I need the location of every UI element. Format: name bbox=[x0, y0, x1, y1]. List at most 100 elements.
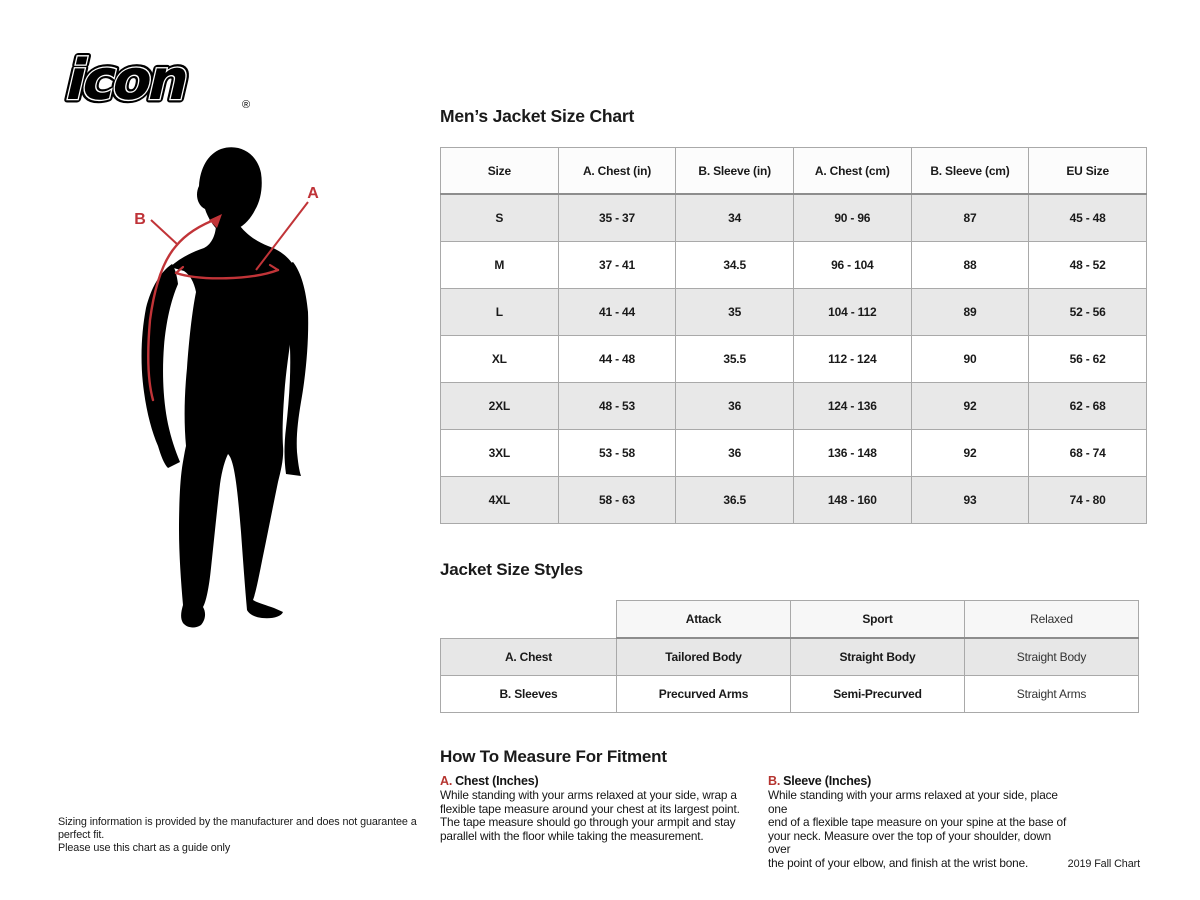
size-chart-table: Size A. Chest (in) B. Sleeve (in) A. Chest … bbox=[440, 147, 1147, 524]
measurement-value-cell: 87 bbox=[910, 193, 1030, 242]
measurement-value-cell: 90 bbox=[910, 335, 1030, 383]
measurement-value-cell: 112 - 124 bbox=[792, 335, 912, 383]
size-chart-row: S 35 - 37 34 90 - 96 87 45 - 48 bbox=[440, 193, 1147, 242]
measurement-value-cell: 92 bbox=[910, 429, 1030, 477]
styles-value-cell: Semi-Precurved bbox=[790, 675, 965, 713]
size-label-cell: L bbox=[440, 288, 559, 336]
styles-value-cell: Precurved Arms bbox=[616, 675, 791, 713]
sleeve-arrowhead bbox=[209, 214, 222, 228]
measurement-value-cell: 89 bbox=[910, 288, 1030, 336]
measure-sleeve-heading-text: Sleeve (Inches) bbox=[783, 774, 872, 788]
size-chart-column-header: B. Sleeve (cm) bbox=[910, 147, 1030, 195]
size-chart-title: Men’s Jacket Size Chart bbox=[440, 106, 635, 126]
measure-sleeve-heading: B. Sleeve (Inches) bbox=[768, 774, 1073, 788]
label-b-leader-line bbox=[150, 219, 178, 245]
measurement-value-cell: 136 - 148 bbox=[792, 429, 912, 477]
measure-section-sleeve: B. Sleeve (Inches) While standing with yo… bbox=[768, 774, 1073, 871]
chest-measure-line bbox=[174, 268, 280, 280]
styles-column-header: Attack bbox=[616, 600, 791, 639]
measurement-value-cell: 35.5 bbox=[675, 335, 794, 383]
measurement-value-cell: 48 - 53 bbox=[557, 382, 677, 430]
chart-edition-label: 2019 Fall Chart bbox=[1067, 858, 1140, 870]
styles-chart-title: Jacket Size Styles bbox=[440, 560, 583, 579]
size-label-cell: M bbox=[440, 241, 559, 289]
measure-chest-heading: A. Chest (Inches) bbox=[440, 774, 745, 788]
measurement-value-cell: 93 bbox=[910, 476, 1030, 524]
size-chart-header-row: Size A. Chest (in) B. Sleeve (in) A. Chest … bbox=[440, 147, 1147, 195]
size-chart-row: L 41 - 44 35 104 - 112 89 52 - 56 bbox=[440, 288, 1147, 336]
size-label-cell: XL bbox=[440, 335, 559, 383]
measurement-value-cell: 53 - 58 bbox=[557, 429, 677, 477]
measurement-value-cell: 36 bbox=[675, 382, 794, 430]
sizing-disclaimer: Sizing information is provided by the ma… bbox=[58, 816, 417, 854]
measurement-value-cell: 68 - 74 bbox=[1028, 429, 1147, 477]
measurement-value-cell: 90 - 96 bbox=[792, 193, 912, 242]
size-chart-column-header: EU Size bbox=[1028, 147, 1147, 195]
size-chart-column-header: B. Sleeve (in) bbox=[675, 147, 794, 195]
size-chart-row: XL 44 - 48 35.5 112 - 124 90 56 - 62 bbox=[440, 335, 1147, 383]
styles-chart-header-row: Attack Sport Relaxed bbox=[441, 600, 1139, 639]
size-chart-column-header: A. Chest (cm) bbox=[792, 147, 912, 195]
styles-value-cell: Straight Arms bbox=[964, 675, 1139, 713]
measure-chest-body: While standing with your arms relaxed at… bbox=[440, 788, 740, 843]
measurement-value-cell: 36 bbox=[675, 429, 794, 477]
styles-value-cell: Tailored Body bbox=[616, 637, 791, 676]
measure-sleeve-body: While standing with your arms relaxed at… bbox=[768, 788, 1067, 870]
size-chart-column-header: Size bbox=[440, 147, 559, 195]
registered-mark: ® bbox=[242, 99, 250, 111]
size-chart-column-header: A. Chest (in) bbox=[557, 147, 677, 195]
icon-brand-logo: icon icon ® bbox=[56, 52, 250, 114]
measurement-value-cell: 58 - 63 bbox=[557, 476, 677, 524]
measure-sleeve-letter: B. bbox=[768, 774, 781, 788]
measurement-value-cell: 44 - 48 bbox=[557, 335, 677, 383]
styles-chart-row: B. Sleeves Precurved Arms Semi-Precurved St… bbox=[440, 675, 1139, 713]
styles-column-header: Sport bbox=[790, 600, 965, 639]
styles-value-cell: Straight Body bbox=[964, 637, 1139, 676]
label-b: B bbox=[134, 211, 146, 228]
silhouette-body bbox=[170, 224, 297, 628]
measure-chest-heading-text: Chest (Inches) bbox=[455, 774, 539, 788]
measurement-value-cell: 34 bbox=[675, 193, 794, 242]
size-label-cell: S bbox=[440, 193, 559, 242]
measurement-value-cell: 74 - 80 bbox=[1028, 476, 1147, 524]
silhouette-head bbox=[197, 147, 262, 231]
chest-line-left-tick bbox=[174, 265, 185, 275]
size-chart-row: M 37 - 41 34.5 96 - 104 88 48 - 52 bbox=[440, 241, 1147, 289]
chest-line-right-tick bbox=[268, 263, 280, 272]
measurement-value-cell: 148 - 160 bbox=[792, 476, 912, 524]
measurement-value-cell: 88 bbox=[910, 241, 1030, 289]
sleeve-measure-line bbox=[147, 216, 221, 402]
measure-chest-letter: A. bbox=[440, 774, 453, 788]
measurement-value-cell: 56 - 62 bbox=[1028, 335, 1147, 383]
logo-outline: icon bbox=[60, 52, 194, 113]
measurement-value-cell: 45 - 48 bbox=[1028, 193, 1147, 242]
measurement-value-cell: 62 - 68 bbox=[1028, 382, 1147, 430]
styles-chart-body: A. Chest Tailored Body Straight Body Straig… bbox=[440, 637, 1139, 713]
measurement-value-cell: 52 - 56 bbox=[1028, 288, 1147, 336]
styles-chart-row: A. Chest Tailored Body Straight Body Straig… bbox=[440, 637, 1139, 676]
size-chart-row: 2XL 48 - 53 36 124 - 136 92 62 - 68 bbox=[440, 382, 1147, 430]
styles-value-cell: Straight Body bbox=[790, 637, 965, 676]
measure-section-chest: A. Chest (Inches) While standing with you… bbox=[440, 774, 745, 843]
measurement-value-cell: 48 - 52 bbox=[1028, 241, 1147, 289]
logo-text: icon bbox=[60, 52, 194, 113]
size-label-cell: 3XL bbox=[440, 429, 559, 477]
label-a-leader-line bbox=[255, 201, 309, 271]
measurement-value-cell: 41 - 44 bbox=[557, 288, 677, 336]
measurement-value-cell: 35 - 37 bbox=[557, 193, 677, 242]
measurement-value-cell: 37 - 41 bbox=[557, 241, 677, 289]
size-chart-row: 4XL 58 - 63 36.5 148 - 160 93 74 - 80 bbox=[440, 476, 1147, 524]
styles-column-header: Relaxed bbox=[964, 600, 1139, 639]
measure-title: How To Measure For Fitment bbox=[440, 747, 667, 766]
measurement-value-cell: 34.5 bbox=[675, 241, 794, 289]
measurement-value-cell: 96 - 104 bbox=[792, 241, 912, 289]
label-a: A bbox=[307, 185, 319, 202]
measurement-value-cell: 35 bbox=[675, 288, 794, 336]
measurement-value-cell: 104 - 112 bbox=[792, 288, 912, 336]
measurement-value-cell: 124 - 136 bbox=[792, 382, 912, 430]
silhouette-right-arm bbox=[280, 262, 309, 476]
size-label-cell: 2XL bbox=[440, 382, 559, 430]
measurement-value-cell: 92 bbox=[910, 382, 1030, 430]
styles-row-label-cell: A. Chest bbox=[440, 637, 617, 676]
